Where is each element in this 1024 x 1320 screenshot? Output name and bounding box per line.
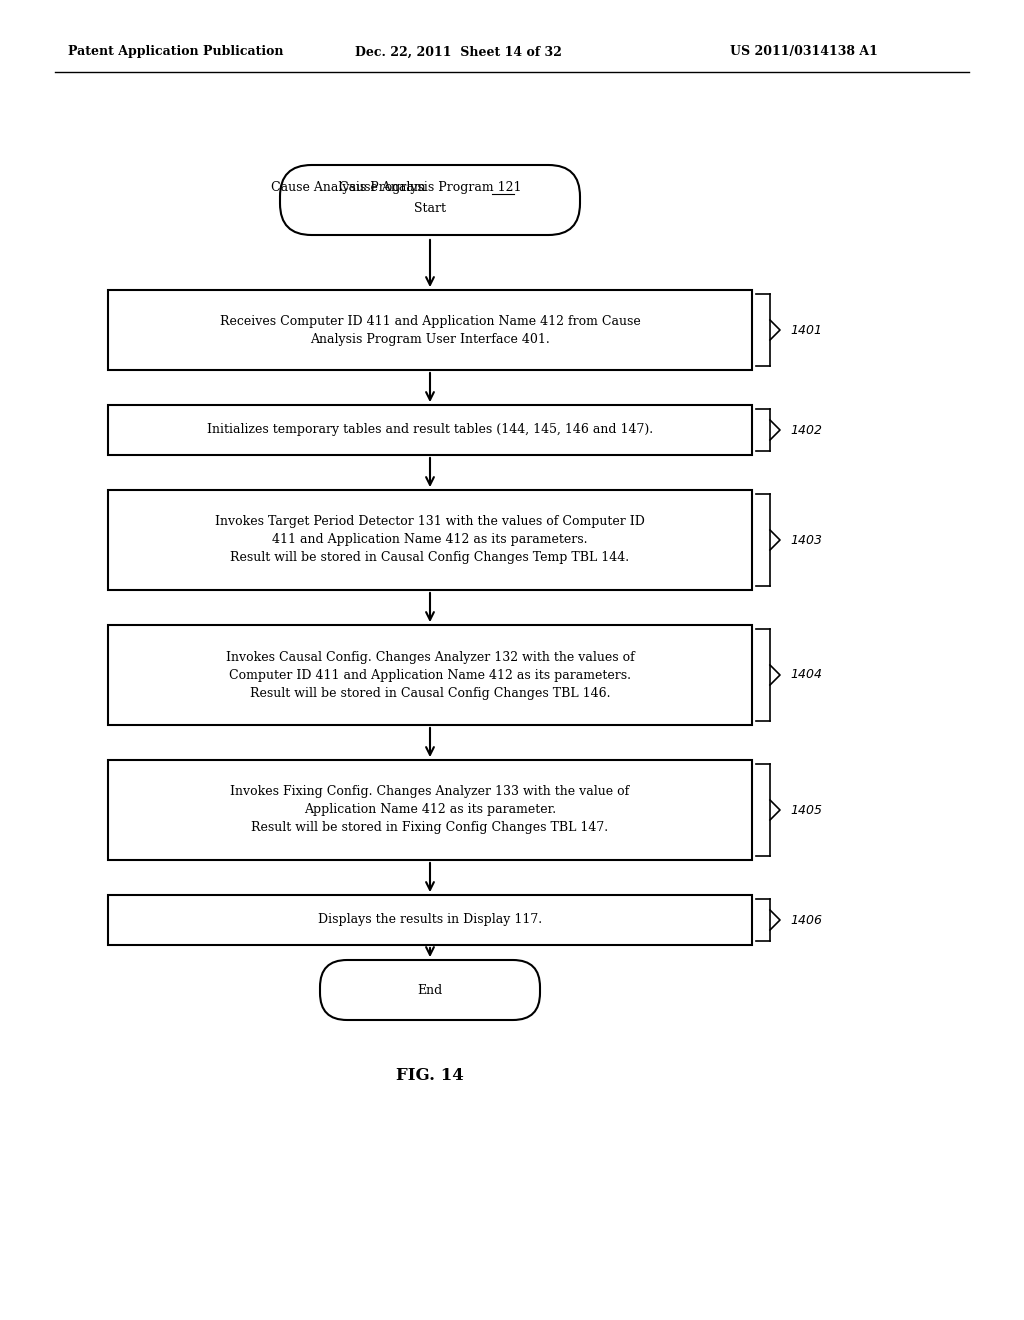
Text: 1405: 1405: [790, 804, 822, 817]
Text: 1404: 1404: [790, 668, 822, 681]
Text: Cause Analysis Program: Cause Analysis Program: [271, 181, 430, 194]
Text: 1402: 1402: [790, 424, 822, 437]
Bar: [108, 490, 752, 590]
Text: Dec. 22, 2011  Sheet 14 of 32: Dec. 22, 2011 Sheet 14 of 32: [355, 45, 562, 58]
Text: Invokes Fixing Config. Changes Analyzer 133 with the value of
Application Name 4: Invokes Fixing Config. Changes Analyzer …: [230, 785, 630, 834]
Text: Invokes Target Period Detector 131 with the values of Computer ID
411 and Applic: Invokes Target Period Detector 131 with …: [215, 516, 645, 565]
Text: Receives Computer ID 411 and Application Name 412 from Cause
Analysis Program Us: Receives Computer ID 411 and Application…: [219, 314, 640, 346]
FancyBboxPatch shape: [319, 960, 540, 1020]
Text: 1403: 1403: [790, 533, 822, 546]
Text: 1406: 1406: [790, 913, 822, 927]
Text: US 2011/0314138 A1: US 2011/0314138 A1: [730, 45, 878, 58]
Text: Start: Start: [414, 202, 446, 214]
Text: Initializes temporary tables and result tables (144, 145, 146 and 147).: Initializes temporary tables and result …: [207, 424, 653, 437]
Bar: [108, 405, 752, 455]
Bar: [108, 760, 752, 861]
Text: Displays the results in Display 117.: Displays the results in Display 117.: [317, 913, 542, 927]
Text: Invokes Causal Config. Changes Analyzer 132 with the values of
Computer ID 411 a: Invokes Causal Config. Changes Analyzer …: [225, 651, 635, 700]
Text: End: End: [418, 983, 442, 997]
Text: FIG. 14: FIG. 14: [396, 1067, 464, 1084]
Text: Patent Application Publication: Patent Application Publication: [68, 45, 284, 58]
FancyBboxPatch shape: [280, 165, 580, 235]
Text: 1401: 1401: [790, 323, 822, 337]
Bar: [108, 624, 752, 725]
Bar: [108, 895, 752, 945]
Text: Cause Analysis Program 121: Cause Analysis Program 121: [339, 181, 521, 194]
Bar: [108, 290, 752, 370]
